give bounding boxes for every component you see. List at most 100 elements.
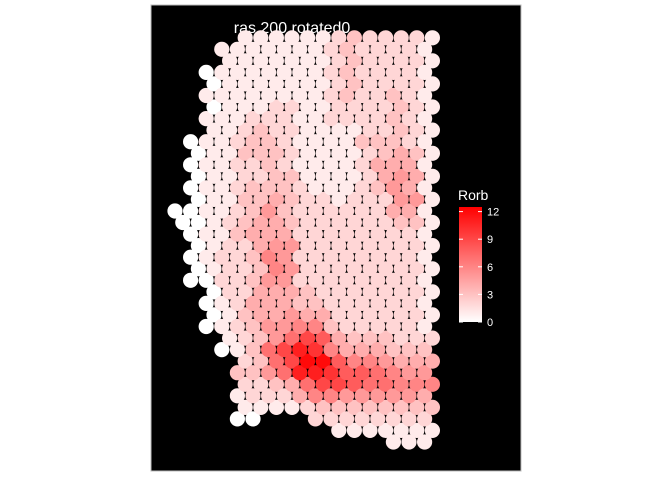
spot-point (229, 41, 245, 57)
spot-point (214, 157, 230, 173)
spot-point (339, 41, 355, 57)
spot-point (339, 203, 355, 219)
spot-point (346, 214, 362, 231)
spot-point (284, 122, 300, 138)
spot-point (354, 64, 370, 80)
spot-point (370, 226, 386, 242)
spot-point (245, 295, 261, 311)
spot-point (409, 122, 425, 138)
spot-point (253, 307, 269, 323)
spot-point (222, 284, 238, 300)
spot-point (245, 249, 261, 265)
spot-point (315, 145, 331, 161)
spot-point (198, 111, 214, 127)
spot-point (346, 168, 362, 184)
spot-point (300, 76, 316, 92)
spot-point (261, 295, 277, 311)
spot-point (276, 249, 292, 265)
spot-point (222, 191, 238, 207)
spot-point (253, 122, 269, 138)
spot-point (307, 87, 323, 104)
spot-point (315, 168, 331, 184)
spot-point (370, 249, 386, 265)
spot-point (378, 422, 394, 438)
spot-point (261, 203, 277, 219)
spot-point (198, 157, 214, 173)
spot-point (401, 87, 417, 104)
spot-point (300, 191, 316, 207)
spot-point (245, 87, 261, 104)
spot-point (378, 30, 394, 46)
spot-point (401, 342, 417, 358)
spot-point (268, 330, 284, 346)
spot-point (315, 353, 331, 369)
spot-point (401, 388, 417, 404)
spot-point (346, 330, 362, 346)
spot-point (354, 157, 370, 173)
spot-point (222, 76, 238, 92)
spot-point (417, 180, 433, 196)
spot-point (378, 238, 394, 254)
spot-point (385, 111, 401, 127)
spot-point (253, 191, 269, 207)
spot-point (417, 111, 433, 127)
spot-point (323, 272, 339, 288)
spot-point (268, 122, 284, 138)
spot-point (284, 261, 300, 277)
spot-point (307, 111, 323, 127)
spot-point (354, 134, 370, 150)
spot-point (253, 53, 269, 69)
spot-point (409, 307, 425, 323)
spot-point (292, 295, 308, 311)
spot-point (300, 214, 316, 231)
spot-point (222, 330, 238, 346)
legend-tick-label: 0 (487, 317, 493, 329)
spot-point (417, 134, 433, 150)
spot-point (206, 122, 222, 138)
spot-point (276, 342, 292, 358)
spot-point (206, 76, 222, 92)
spot-point (378, 307, 394, 323)
spot-point (424, 330, 440, 346)
spot-point (276, 64, 292, 80)
spot-point (222, 307, 238, 323)
spot-point (354, 342, 370, 358)
spot-point (167, 203, 183, 219)
spot-point (331, 399, 347, 415)
spot-point (245, 64, 261, 80)
spot-point (268, 353, 284, 369)
spot-point (409, 353, 425, 369)
spot-point (245, 157, 261, 173)
spot-point (393, 307, 409, 323)
spot-point (315, 122, 331, 138)
spot-point (378, 145, 394, 161)
spot-point (276, 295, 292, 311)
spot-point (315, 284, 331, 300)
spot-point (323, 365, 339, 381)
spot-point (183, 226, 199, 242)
spot-point (190, 168, 206, 184)
spot-point (237, 353, 253, 369)
spot-point (331, 145, 347, 161)
spot-point (370, 318, 386, 335)
spot-point (284, 353, 300, 369)
spot-point (229, 157, 245, 173)
spot-point (237, 307, 253, 323)
spot-point (385, 87, 401, 104)
spot-point (229, 111, 245, 127)
spot-point (339, 111, 355, 127)
spot-point (424, 238, 440, 254)
color-legend: Rorb 0 3 6 9 12 (458, 187, 499, 329)
spot-point (424, 145, 440, 161)
spot-point (315, 330, 331, 346)
spot-point (315, 261, 331, 277)
spot-point (284, 399, 300, 415)
spot-point (206, 99, 222, 115)
spot-point (276, 203, 292, 219)
spot-point (331, 191, 347, 207)
spot-point (206, 145, 222, 161)
spot-point (307, 295, 323, 311)
spot-point (370, 295, 386, 311)
legend-color-bar (459, 207, 482, 322)
spot-point (393, 238, 409, 254)
